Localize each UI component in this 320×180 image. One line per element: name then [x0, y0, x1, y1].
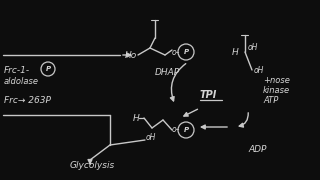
Text: o–: o– [172, 48, 180, 57]
Text: P: P [183, 49, 188, 55]
Text: +nose: +nose [263, 75, 290, 84]
Text: kinase: kinase [263, 86, 290, 94]
Text: aldolase: aldolase [4, 76, 39, 86]
Text: ATP: ATP [263, 96, 278, 105]
Text: Ho: Ho [125, 51, 137, 60]
Text: oH: oH [248, 42, 258, 51]
Text: H: H [232, 48, 239, 57]
Text: DHAP: DHAP [155, 68, 180, 76]
Text: H: H [133, 114, 140, 123]
Text: P: P [183, 127, 188, 133]
Text: oH: oH [254, 66, 264, 75]
Text: P: P [45, 66, 51, 72]
Text: Frc→ 263P: Frc→ 263P [4, 96, 51, 105]
Text: o–: o– [172, 125, 180, 134]
Text: ADP: ADP [248, 145, 266, 154]
Text: TPI: TPI [200, 90, 217, 100]
Text: oH: oH [146, 132, 156, 141]
Text: Glycolysis: Glycolysis [70, 161, 115, 170]
Text: Frc-1-: Frc-1- [4, 66, 30, 75]
